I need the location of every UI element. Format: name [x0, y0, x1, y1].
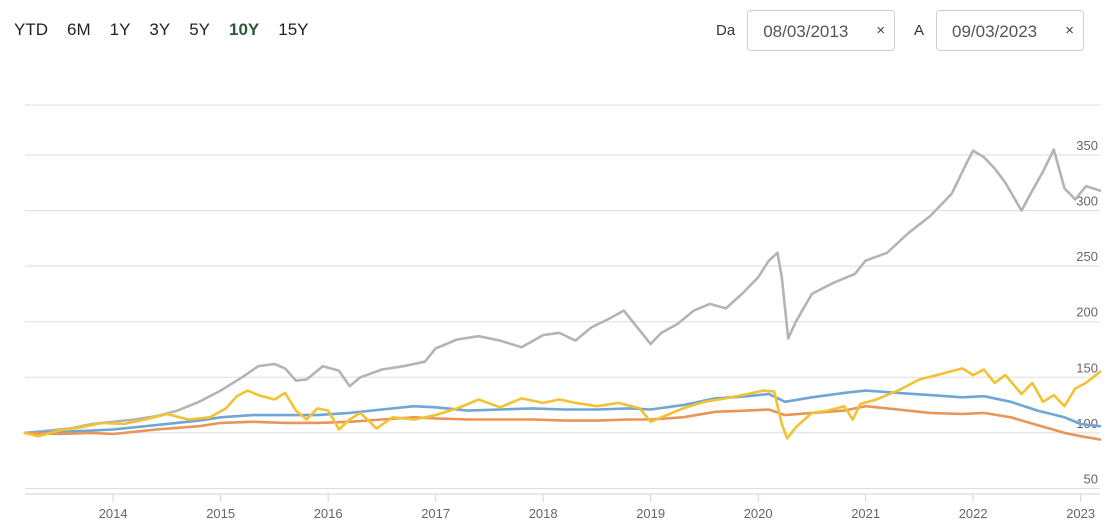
x-tick-label-2020: 2020	[744, 506, 773, 521]
range-button-ytd[interactable]: YTD	[14, 20, 48, 39]
range-button-10y[interactable]: 10Y	[229, 20, 260, 39]
x-tick-label-2015: 2015	[206, 506, 235, 521]
range-button-5y[interactable]: 5Y	[189, 20, 211, 39]
x-tick-label-2019: 2019	[636, 506, 665, 521]
date-from-value: 08/03/2013	[763, 22, 849, 41]
range-button-15y[interactable]: 15Y	[278, 20, 309, 39]
date-to-group: A 09/03/2023 ×	[914, 10, 1085, 51]
range-selector: YTD 6M 1Y 3Y 5Y 10Y 15Y	[14, 18, 328, 42]
date-to-label: A	[914, 22, 925, 39]
y-tick-label-350: 350	[1076, 138, 1098, 153]
date-to-value: 09/03/2023	[952, 22, 1038, 41]
date-from-input[interactable]: 08/03/2013 ×	[747, 10, 896, 51]
series-line-1	[23, 148, 1102, 435]
date-from-label: Da	[716, 22, 736, 39]
x-tick-label-2014: 2014	[99, 506, 128, 521]
y-tick-label-50: 50	[1084, 471, 1098, 486]
x-tick-label-2022: 2022	[959, 506, 988, 521]
series-line-4	[23, 367, 1102, 440]
x-tick-label-2018: 2018	[529, 506, 558, 521]
x-tick-label-2023: 2023	[1066, 506, 1095, 521]
date-from-group: Da 08/03/2013 ×	[716, 10, 896, 51]
x-tick-label-2021: 2021	[851, 506, 880, 521]
range-button-3y[interactable]: 3Y	[149, 20, 171, 39]
range-button-6m[interactable]: 6M	[67, 20, 91, 39]
series-line-3	[23, 404, 1102, 441]
line-chart: 50 100 150 200 250 300 350 2014 2015 2016 2017 2018…	[23, 104, 1102, 521]
series-line-2	[23, 389, 1102, 435]
y-tick-label-300: 300	[1076, 194, 1098, 209]
date-from-clear-icon[interactable]: ×	[876, 22, 886, 39]
x-tick-label-2016: 2016	[314, 506, 343, 521]
y-tick-label-100: 100	[1076, 416, 1098, 431]
y-tick-label-250: 250	[1076, 249, 1098, 264]
y-tick-label-150: 150	[1076, 360, 1098, 375]
date-to-input[interactable]: 09/03/2023 ×	[936, 10, 1085, 51]
range-button-1y[interactable]: 1Y	[109, 20, 131, 39]
date-to-clear-icon[interactable]: ×	[1065, 22, 1075, 39]
x-tick-label-2017: 2017	[421, 506, 450, 521]
y-tick-label-200: 200	[1076, 305, 1098, 320]
